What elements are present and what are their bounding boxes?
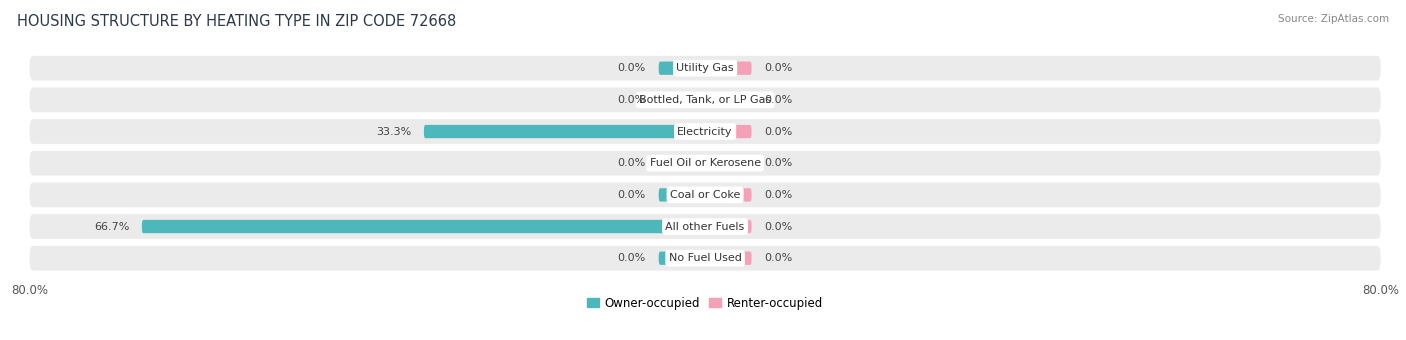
Text: 33.3%: 33.3% xyxy=(375,126,411,137)
Text: 0.0%: 0.0% xyxy=(765,158,793,168)
FancyBboxPatch shape xyxy=(706,125,752,138)
Text: 66.7%: 66.7% xyxy=(94,222,129,232)
Text: 0.0%: 0.0% xyxy=(617,95,645,105)
FancyBboxPatch shape xyxy=(30,183,1381,207)
Text: 0.0%: 0.0% xyxy=(617,63,645,73)
Text: Electricity: Electricity xyxy=(678,126,733,137)
Text: 0.0%: 0.0% xyxy=(617,190,645,200)
Text: 0.0%: 0.0% xyxy=(765,190,793,200)
Text: No Fuel Used: No Fuel Used xyxy=(669,253,741,263)
FancyBboxPatch shape xyxy=(706,62,752,75)
Text: 0.0%: 0.0% xyxy=(617,253,645,263)
Text: Source: ZipAtlas.com: Source: ZipAtlas.com xyxy=(1278,14,1389,23)
FancyBboxPatch shape xyxy=(30,119,1381,144)
FancyBboxPatch shape xyxy=(30,246,1381,271)
FancyBboxPatch shape xyxy=(706,252,752,265)
FancyBboxPatch shape xyxy=(706,93,752,106)
Text: 0.0%: 0.0% xyxy=(765,253,793,263)
FancyBboxPatch shape xyxy=(30,151,1381,175)
FancyBboxPatch shape xyxy=(706,188,752,202)
FancyBboxPatch shape xyxy=(142,220,706,233)
FancyBboxPatch shape xyxy=(658,62,706,75)
Text: Fuel Oil or Kerosene: Fuel Oil or Kerosene xyxy=(650,158,761,168)
FancyBboxPatch shape xyxy=(423,125,706,138)
Legend: Owner-occupied, Renter-occupied: Owner-occupied, Renter-occupied xyxy=(582,292,828,314)
Text: Coal or Coke: Coal or Coke xyxy=(669,190,741,200)
Text: 0.0%: 0.0% xyxy=(765,95,793,105)
FancyBboxPatch shape xyxy=(658,188,706,202)
Text: 0.0%: 0.0% xyxy=(765,63,793,73)
Text: All other Fuels: All other Fuels xyxy=(665,222,745,232)
Text: 0.0%: 0.0% xyxy=(765,126,793,137)
Text: 0.0%: 0.0% xyxy=(617,158,645,168)
FancyBboxPatch shape xyxy=(658,252,706,265)
FancyBboxPatch shape xyxy=(30,87,1381,112)
Text: Utility Gas: Utility Gas xyxy=(676,63,734,73)
FancyBboxPatch shape xyxy=(706,156,752,170)
Text: HOUSING STRUCTURE BY HEATING TYPE IN ZIP CODE 72668: HOUSING STRUCTURE BY HEATING TYPE IN ZIP… xyxy=(17,14,456,29)
FancyBboxPatch shape xyxy=(30,56,1381,81)
FancyBboxPatch shape xyxy=(706,220,752,233)
Text: 0.0%: 0.0% xyxy=(765,222,793,232)
FancyBboxPatch shape xyxy=(658,156,706,170)
Text: Bottled, Tank, or LP Gas: Bottled, Tank, or LP Gas xyxy=(638,95,772,105)
FancyBboxPatch shape xyxy=(30,214,1381,239)
FancyBboxPatch shape xyxy=(658,93,706,106)
